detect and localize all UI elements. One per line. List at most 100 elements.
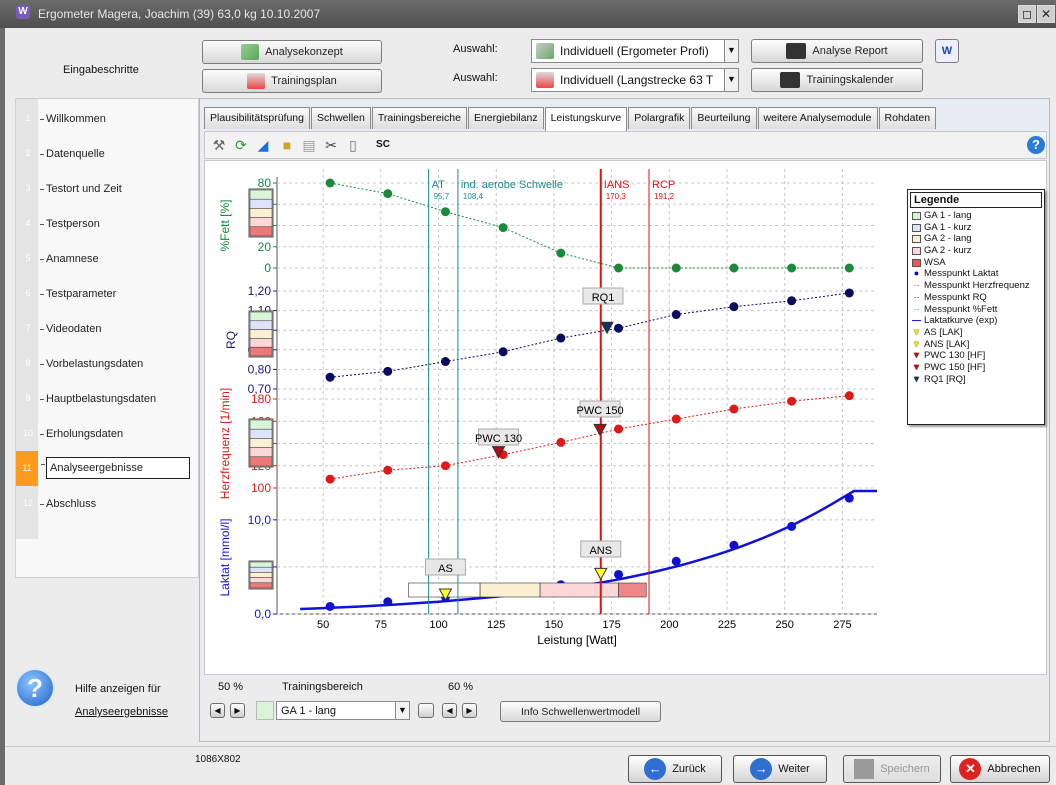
legend-label: RQ1 [RQ] (924, 373, 966, 385)
legend-label: Messpunkt %Fett (924, 303, 998, 315)
tab[interactable]: Plausibilitätsprüfung (204, 107, 310, 129)
tab[interactable]: Schwellen (310, 107, 371, 129)
threshold-value: 191,2 (654, 192, 675, 201)
abbrechen-button[interactable]: ✕ Abbrechen (950, 755, 1050, 783)
x-tick-label: 275 (833, 619, 851, 631)
chevron-down-icon[interactable]: ▼ (724, 69, 738, 91)
pwc150-marker (593, 423, 607, 437)
threshold-label: IANS (604, 179, 630, 191)
legend-swatch (912, 247, 921, 256)
tab[interactable]: Beurteilung (691, 107, 757, 129)
chart-toolbar: ⚒ ⟳ ◢ ■ ▤ ✂ ▯ SC ? (204, 131, 1047, 159)
decrease-left-button[interactable]: ◀ (210, 703, 225, 718)
zurueck-button[interactable]: ← Zurück (628, 755, 722, 783)
zone-band (249, 198, 273, 209)
x-tick-label: 125 (487, 619, 505, 631)
auswahl-label-1: Auswahl: (453, 43, 498, 55)
info-schwellenwertmodell-button[interactable]: Info Schwellenwertmodell (500, 701, 661, 722)
tab-bar: Plausibilitätsprüfung Schwellen Trainingsb… (204, 107, 937, 131)
analysekonzept-label: Analysekonzept (265, 46, 343, 58)
data-point (440, 207, 450, 217)
scissors-icon[interactable]: ✂ (325, 137, 337, 153)
help-icon[interactable]: ? (1027, 136, 1045, 154)
wrench-icon[interactable]: ⚒ (212, 137, 226, 153)
chevron-down-icon[interactable]: ▼ (724, 40, 738, 62)
sc-button[interactable]: SC (376, 139, 390, 150)
step-number: 3 (25, 183, 31, 193)
refresh-icon[interactable]: ⟳ (235, 137, 247, 153)
triangle-icon[interactable]: ◢ (257, 137, 269, 153)
cancel-icon: ✕ (959, 758, 982, 780)
sidebar-item[interactable]: 8 Vorbelastungsdaten (16, 346, 200, 381)
word-export-button[interactable]: W (935, 39, 959, 63)
zone-band (249, 582, 273, 589)
data-point (729, 263, 739, 273)
restore-icon[interactable]: ◻ (1018, 5, 1036, 23)
sidebar-item[interactable]: 4 Testperson (16, 206, 200, 241)
trainingsbereich-select[interactable]: GA 1 - lang ▼ (276, 701, 410, 720)
data-point (844, 391, 854, 401)
tab[interactable]: weitere Analysemodule (757, 107, 878, 129)
legend-label: PWC 150 [HF] (924, 361, 986, 373)
tab[interactable]: Polargrafik (628, 107, 691, 129)
y-tick-label: 0,0 (254, 607, 271, 621)
sidebar-item[interactable]: 7 Videodaten (16, 311, 200, 346)
legend-triangle-icon: ▼ (912, 338, 921, 349)
legend-title: Legende (910, 192, 1042, 208)
sidebar-item[interactable]: 10 Erholungsdaten (16, 416, 200, 451)
pwc150-label-box (579, 400, 621, 418)
legend-label: Laktatkurve (exp) (924, 315, 998, 327)
zone-band (249, 566, 273, 573)
weiter-button[interactable]: → Weiter (733, 755, 827, 783)
chevron-down-icon[interactable]: ▼ (395, 702, 409, 719)
edit-icon (536, 43, 554, 59)
sidebar-item[interactable]: 9 Hauptbelastungsdaten (16, 381, 200, 416)
x-tick-label: 225 (718, 619, 736, 631)
trainingsplan-button[interactable]: Trainingsplan (202, 69, 382, 93)
lock-icon[interactable]: ■ (282, 137, 292, 153)
legend-item: ·· Messpunkt %Fett (908, 304, 1044, 316)
plan-icon (536, 72, 554, 88)
legend-item: — Laktatkurve (exp) (908, 315, 1044, 327)
data-point (671, 263, 681, 273)
tab[interactable]: Energiebilanz (467, 107, 544, 129)
tab[interactable]: Leistungskurve (544, 107, 628, 131)
analysekonzept-button[interactable]: Analysekonzept (202, 40, 382, 64)
sidebar-item[interactable]: 12 Abschluss (16, 486, 200, 521)
threshold-value: 95,7 (434, 192, 450, 201)
threshold-label: ind. aerobe Schwelle (461, 179, 563, 191)
blank-button[interactable] (418, 703, 434, 718)
auswahl-select-2[interactable]: Individuell (Langstrecke 63 T ▼ (531, 68, 739, 92)
tab[interactable]: Trainingsbereiche (371, 107, 467, 129)
increase-left-button[interactable]: ▶ (230, 703, 245, 718)
legend-label: WSA (924, 256, 946, 268)
data-point (556, 333, 566, 343)
trainingskalender-button[interactable]: Trainingskalender (751, 68, 923, 92)
edit-icon (241, 44, 260, 60)
as-marker (438, 588, 453, 602)
threshold-value: 170,3 (606, 192, 627, 201)
stack-icon[interactable]: ▤ (302, 137, 316, 153)
help-link[interactable]: Analyseergebnisse (75, 706, 168, 718)
y-tick-label: 0,70 (248, 382, 272, 396)
data-point (614, 569, 624, 579)
x-tick-label: 75 (375, 619, 387, 631)
increase-right-button[interactable]: ▶ (462, 703, 477, 718)
sidebar-item[interactable]: 11 Analyseergebnisse (16, 451, 200, 486)
sidebar-item[interactable]: 5 Anamnese (16, 241, 200, 276)
sidebar-item[interactable]: 2 Datenquelle (16, 136, 200, 171)
sidebar-item[interactable]: 1 Willkommen (16, 101, 200, 136)
analyse-report-button[interactable]: Analyse Report (751, 39, 923, 63)
tab[interactable]: Rohdaten (878, 107, 937, 129)
auswahl-label-2: Auswahl: (453, 72, 498, 84)
decrease-right-button[interactable]: ◀ (442, 703, 457, 718)
sidebar-item[interactable]: 6 Testparameter (16, 276, 200, 311)
data-point (844, 263, 854, 273)
help-icon[interactable]: ? (15, 668, 55, 708)
auswahl-select-1[interactable]: Individuell (Ergometer Profi) ▼ (531, 39, 739, 63)
mouse-icon[interactable]: ▯ (349, 137, 357, 153)
close-icon[interactable]: ✕ (1037, 5, 1055, 23)
sidebar-item[interactable]: 3 Testort und Zeit (16, 171, 200, 206)
as-label: AS (438, 563, 453, 575)
